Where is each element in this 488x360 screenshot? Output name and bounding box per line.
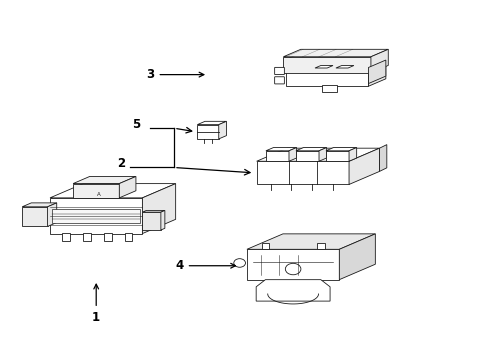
Polygon shape bbox=[119, 176, 136, 198]
Circle shape bbox=[285, 263, 300, 275]
Bar bbox=[322, 85, 336, 91]
Text: 3: 3 bbox=[146, 68, 203, 81]
Polygon shape bbox=[50, 184, 175, 198]
Bar bbox=[50, 198, 142, 234]
Polygon shape bbox=[256, 280, 329, 301]
Bar bbox=[285, 59, 368, 86]
Bar bbox=[316, 243, 324, 249]
Bar bbox=[261, 243, 269, 249]
Polygon shape bbox=[142, 184, 175, 234]
Polygon shape bbox=[368, 60, 385, 84]
Polygon shape bbox=[22, 203, 57, 207]
Polygon shape bbox=[218, 121, 226, 139]
Bar bbox=[124, 233, 132, 242]
Bar bbox=[142, 212, 161, 230]
Polygon shape bbox=[161, 211, 164, 230]
Text: 5: 5 bbox=[131, 118, 140, 131]
Text: 4: 4 bbox=[175, 259, 235, 272]
Bar bbox=[62, 233, 70, 242]
Polygon shape bbox=[348, 148, 379, 184]
Polygon shape bbox=[379, 145, 386, 171]
Polygon shape bbox=[370, 49, 387, 73]
Polygon shape bbox=[265, 148, 296, 151]
Bar bbox=[22, 207, 47, 226]
Polygon shape bbox=[325, 148, 356, 151]
Polygon shape bbox=[47, 203, 57, 226]
Polygon shape bbox=[283, 49, 387, 57]
Polygon shape bbox=[256, 148, 379, 161]
FancyBboxPatch shape bbox=[274, 77, 284, 84]
Circle shape bbox=[233, 259, 245, 267]
Polygon shape bbox=[288, 148, 296, 161]
Bar bbox=[52, 208, 140, 223]
Bar bbox=[197, 125, 218, 139]
Bar bbox=[246, 249, 339, 280]
Bar bbox=[256, 161, 348, 184]
Polygon shape bbox=[246, 234, 375, 249]
Polygon shape bbox=[348, 148, 356, 161]
Polygon shape bbox=[285, 52, 385, 59]
Polygon shape bbox=[142, 211, 164, 212]
Polygon shape bbox=[197, 121, 226, 125]
Bar bbox=[295, 151, 318, 161]
Polygon shape bbox=[335, 66, 353, 68]
FancyBboxPatch shape bbox=[274, 67, 284, 75]
Bar bbox=[283, 57, 370, 73]
Polygon shape bbox=[368, 52, 385, 86]
Bar bbox=[83, 233, 91, 242]
Bar bbox=[73, 184, 119, 198]
Polygon shape bbox=[314, 66, 332, 68]
Text: A: A bbox=[97, 192, 101, 197]
Polygon shape bbox=[318, 148, 326, 161]
Bar bbox=[103, 233, 111, 242]
Polygon shape bbox=[73, 176, 136, 184]
Text: 2: 2 bbox=[117, 157, 125, 170]
Bar bbox=[325, 151, 348, 161]
Polygon shape bbox=[339, 234, 375, 280]
Bar bbox=[265, 151, 288, 161]
Polygon shape bbox=[295, 148, 326, 151]
Text: 1: 1 bbox=[92, 284, 100, 324]
